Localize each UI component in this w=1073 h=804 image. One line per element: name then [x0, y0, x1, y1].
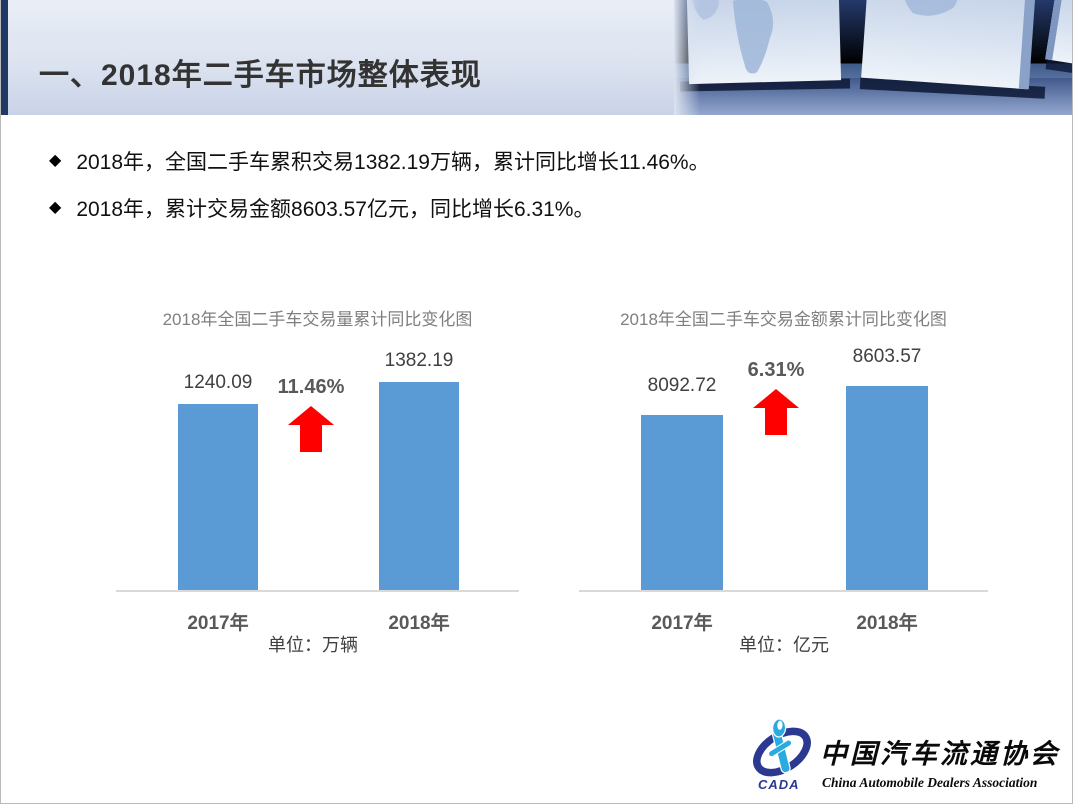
category-label-2017: 2017年 — [187, 613, 249, 634]
cube-middle — [861, 0, 1038, 90]
logo-chinese-name: 中国汽车流通协会 — [820, 739, 1061, 769]
value-label: 1240.09 — [183, 372, 253, 393]
value-label: 8092.72 — [647, 375, 717, 396]
growth-indicator: 11.46% — [266, 376, 356, 452]
bullet-text: 2018年，全国二手车累积交易1382.19万辆，累计同比增长11.46%。 — [76, 151, 710, 174]
header-accent-bar — [1, 0, 8, 115]
header-band: 一、2018年二手车市场整体表现 — [1, 0, 1072, 115]
chart-title: 2018年全国二手车交易金额累计同比变化图 — [620, 310, 947, 329]
up-arrow-icon — [753, 389, 799, 435]
bullet-item: ◆ 2018年，全国二手车累积交易1382.19万辆，累计同比增长11.46%。 — [49, 146, 710, 176]
chart-volume: 2018年全国二手车交易量累计同比变化图 1240.09 1382.19 11.… — [116, 297, 519, 655]
cada-logo: CADA 中国汽车流通协会 China Automobile Dealers A… — [753, 719, 1061, 792]
unit-label: 单位：万辆 — [268, 635, 358, 655]
bar-2017-amount — [641, 415, 723, 592]
bar-2018-volume — [379, 382, 459, 592]
chart-amount: 2018年全国二手车交易金额累计同比变化图 8092.72 8603.57 6.… — [579, 297, 988, 655]
value-label: 8603.57 — [852, 346, 922, 367]
diamond-bullet-icon: ◆ — [49, 199, 62, 216]
category-label-2017: 2017年 — [651, 613, 713, 634]
diamond-bullet-icon: ◆ — [49, 152, 62, 169]
cube-left — [686, 0, 842, 85]
page-title: 一、2018年二手车市场整体表现 — [39, 59, 482, 92]
growth-percent-label: 11.46% — [277, 376, 345, 398]
growth-indicator: 6.31% — [731, 359, 821, 435]
growth-percent-label: 6.31% — [747, 359, 805, 381]
cube-right — [1045, 0, 1072, 69]
x-axis-line — [116, 590, 519, 592]
cubes-photo — [674, 0, 1072, 115]
bar-2018-amount — [846, 386, 928, 592]
up-arrow-icon — [288, 406, 334, 452]
category-label-2018: 2018年 — [388, 613, 450, 634]
bar-2017-volume — [178, 404, 258, 592]
category-label-2018: 2018年 — [856, 613, 918, 634]
cada-acronym: CADA — [758, 777, 800, 792]
logo-english-name: China Automobile Dealers Association — [822, 775, 1037, 790]
unit-label: 单位：亿元 — [739, 635, 829, 655]
x-axis-line — [579, 590, 988, 592]
bullet-text: 2018年，累计交易金额8603.57亿元，同比增长6.31%。 — [76, 198, 595, 221]
chart-title: 2018年全国二手车交易量累计同比变化图 — [162, 310, 473, 329]
value-label: 1382.19 — [384, 350, 454, 371]
bullet-item: ◆ 2018年，累计交易金额8603.57亿元，同比增长6.31%。 — [49, 193, 594, 223]
cada-emblem-icon: CADA — [753, 719, 811, 792]
